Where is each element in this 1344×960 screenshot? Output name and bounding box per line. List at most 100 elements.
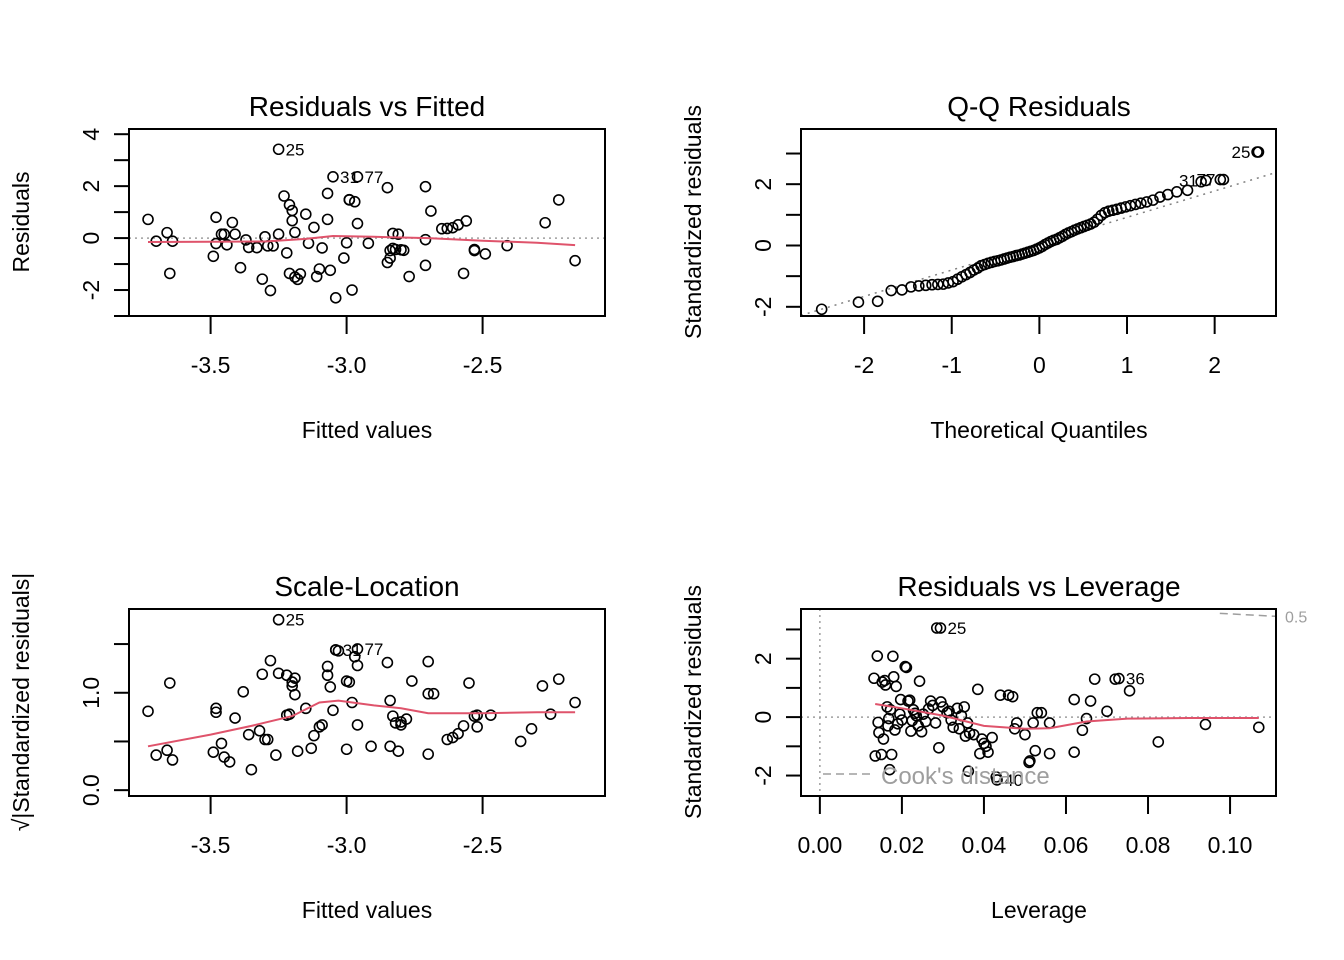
point-label: 77: [364, 640, 383, 659]
data-point: [210, 237, 222, 250]
data-point: [929, 717, 942, 729]
panel-scale-location: Scale-Location Fitted values √|Standardi…: [8, 571, 606, 923]
data-point: [229, 228, 241, 240]
data-point: [164, 677, 176, 689]
data-point: [340, 743, 353, 756]
labeled-data-point: [351, 643, 364, 655]
data-point: [207, 746, 220, 758]
x-axis-label: Fitted values: [302, 417, 432, 443]
data-point: [1024, 755, 1036, 767]
x-tick-label: 0.00: [797, 832, 842, 858]
labeled-data-point: [1113, 672, 1125, 685]
data-point: [1031, 706, 1044, 719]
data-point: [484, 709, 497, 721]
data-point: [321, 187, 334, 200]
data-point: [962, 765, 975, 777]
data-point: [362, 237, 375, 250]
data-point: [237, 685, 250, 698]
data-point: [392, 228, 405, 240]
data-point: [397, 244, 410, 257]
data-point: [310, 270, 323, 283]
data-point: [1035, 706, 1048, 719]
point-label: 25: [1232, 143, 1251, 162]
data-point: [270, 749, 282, 761]
data-point: [871, 650, 884, 662]
plot-area: [142, 613, 581, 776]
data-point: [381, 656, 394, 669]
x-tick-label: -3.0: [327, 832, 367, 858]
data-point: [869, 750, 882, 762]
point-label: 31: [343, 641, 362, 660]
data-point: [1199, 718, 1212, 731]
panel-residuals-vs-leverage: Residuals vs Leverage Leverage Standardi…: [680, 571, 1307, 923]
data-point: [381, 181, 394, 194]
data-point: [161, 744, 173, 757]
data-point: [150, 749, 162, 761]
data-point: [223, 756, 236, 768]
data-point: [210, 706, 222, 719]
data-point: [930, 622, 943, 634]
y-tick-label: 1.0: [78, 677, 104, 709]
data-point: [422, 687, 435, 700]
data-point: [346, 284, 358, 296]
data-point: [1170, 186, 1183, 198]
data-point: [971, 683, 984, 696]
data-point: [240, 234, 252, 246]
x-tick-label: -3.5: [191, 832, 231, 858]
panel-qq-residuals: Q-Q Residuals Theoretical Quantiles Stan…: [680, 91, 1277, 443]
data-point: [569, 254, 581, 267]
y-tick-label: 2: [750, 178, 776, 191]
data-point: [1252, 721, 1265, 734]
data-point: [264, 284, 277, 297]
data-point: [264, 654, 277, 667]
data-point: [945, 714, 957, 726]
data-point: [313, 263, 326, 275]
x-tick-label: -2.5: [463, 352, 503, 378]
data-point: [389, 243, 402, 256]
x-tick-label: 1: [1121, 352, 1134, 378]
y-tick-label: 0: [750, 239, 776, 252]
point-label: 25: [286, 611, 305, 630]
data-point: [289, 672, 301, 684]
plot-frame: [128, 608, 606, 797]
data-point: [887, 670, 900, 683]
data-point: [1195, 175, 1207, 188]
data-point: [980, 740, 992, 753]
data-point: [994, 689, 1007, 701]
data-point: [1091, 213, 1104, 225]
x-tick-label: 0.10: [1208, 832, 1253, 858]
data-point: [343, 193, 356, 206]
data-point: [1140, 196, 1153, 208]
data-point: [221, 239, 233, 251]
data-point: [872, 716, 884, 729]
panel-title: Residuals vs Leverage: [897, 571, 1180, 602]
data-point: [308, 221, 320, 234]
data-point: [321, 669, 334, 682]
data-point: [419, 233, 432, 246]
point-label: 36: [1126, 670, 1145, 689]
data-point: [544, 708, 557, 720]
data-point: [883, 763, 896, 776]
data-point: [313, 721, 326, 733]
labeled-data-point: [1200, 174, 1212, 187]
data-point: [1029, 744, 1042, 757]
data-point: [308, 729, 320, 742]
data-point: [982, 746, 994, 758]
x-tick-label: -3.0: [327, 352, 367, 378]
data-point: [871, 295, 884, 308]
plot-frame: [128, 128, 606, 317]
y-tick-label: 2: [750, 652, 776, 665]
data-point: [278, 190, 290, 202]
data-point: [926, 278, 938, 291]
data-point: [889, 724, 901, 736]
data-point: [321, 213, 334, 226]
data-point: [392, 745, 405, 757]
data-point: [210, 211, 222, 224]
data-point: [207, 250, 220, 263]
labeled-data-point: [329, 644, 342, 656]
data-point: [299, 208, 312, 220]
panel-title: Scale-Location: [274, 571, 459, 602]
data-point: [890, 680, 902, 693]
data-point: [905, 281, 917, 293]
data-point: [471, 709, 483, 721]
